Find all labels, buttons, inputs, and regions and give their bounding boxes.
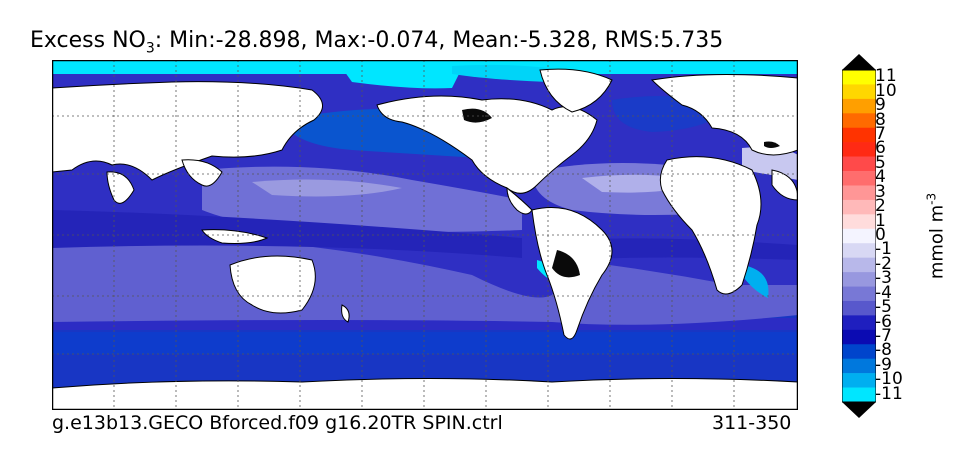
colorbar-swatch (842, 156, 876, 172)
colorbar-swatch (842, 171, 876, 186)
colorbar-tick-label: 9 (875, 95, 886, 116)
colorbar-swatch (842, 315, 876, 331)
colorbar-swatch (842, 214, 876, 230)
eurasia-east (650, 73, 798, 156)
colorbar-tick-label: 1 (875, 210, 886, 231)
arctic-cyan-patch (342, 63, 462, 89)
colorbar-tick-label: -6 (875, 311, 892, 332)
colorbar-swatch (842, 257, 876, 273)
graticule (52, 60, 798, 410)
colorbar-swatch (842, 127, 876, 143)
colorbar-swatch (842, 286, 876, 302)
deep-south-band (52, 332, 798, 354)
colorbar-swatch (842, 70, 876, 85)
colorbar (842, 54, 876, 418)
colorbar-tick-label: 6 (875, 138, 886, 159)
colorbar-tick-label: -9 (875, 354, 892, 375)
colorbar-tick-label: -7 (875, 326, 892, 347)
colorbar-tick-label: -10 (875, 369, 903, 390)
colorbar-tick-label: -4 (875, 282, 892, 303)
central-america (506, 186, 533, 215)
map-panel (51, 59, 799, 411)
colorbar-tick-label: -5 (875, 297, 892, 318)
colorbar-tick-label: 0 (875, 225, 886, 245)
world-map (51, 59, 799, 411)
colorbar-tick-label: 7 (875, 123, 886, 144)
colorbar-under-arrow (842, 402, 876, 418)
colorbar-swatch (842, 113, 876, 129)
colorbar-swatch (842, 387, 876, 403)
colorbar-swatch (842, 300, 876, 316)
footer-years: 311-350 (712, 412, 792, 434)
indonesia (201, 229, 269, 244)
colorbar-swatch (842, 344, 876, 359)
colorbar-swatch (842, 358, 876, 374)
colorbar-tick-label: 2 (875, 196, 886, 217)
colorbar-swatch (842, 228, 876, 244)
eurasia-west (52, 81, 323, 181)
colorbar-tick-label: -2 (875, 253, 892, 274)
colorbar-tick-label: -11 (875, 383, 903, 404)
subtropical-south-pacific (52, 236, 798, 325)
colorbar-tick-label: 10 (875, 80, 897, 101)
colorbar-swatch (842, 272, 876, 287)
colorbar-tick-label: -3 (875, 268, 892, 289)
map-title: Excess NO3: Min:-28.898, Max:-0.074, Mea… (30, 28, 724, 57)
colorbar-swatch (842, 98, 876, 114)
colorbar-tick-label: 4 (875, 167, 886, 188)
colorbar-swatch (842, 199, 876, 215)
colorbar-swatch (842, 329, 876, 345)
colorbar-swatch (842, 243, 876, 258)
colorbar-tick-label: 8 (875, 109, 886, 130)
colorbar-swatch (842, 185, 876, 201)
greenland (539, 68, 613, 113)
south-atlantic-upwelling (742, 265, 769, 298)
colorbar-tick-label: 11 (875, 66, 897, 87)
north-america (376, 95, 598, 194)
colorbar-tick-label: 5 (875, 152, 886, 173)
amazon-black (552, 250, 580, 278)
southeast-asia (181, 159, 223, 187)
australia (229, 255, 316, 314)
colorbar-tick-label: -1 (875, 239, 892, 260)
footer-run-name: g.e13b13.GECO Bforced.f09 g16.20TR SPIN.… (52, 412, 503, 434)
colorbar-swatch (842, 142, 876, 157)
colorbar-swatch (842, 373, 876, 388)
colorbar-tick-label: 3 (875, 181, 886, 202)
africa (659, 156, 762, 295)
hudson-bay (462, 108, 492, 123)
antarctica (52, 378, 798, 410)
colorbar-swatch (842, 84, 876, 100)
colorbar-unit: mmol m-3 (924, 192, 948, 280)
colorbar-over-arrow (842, 54, 876, 70)
colorbar-tick-label: -8 (875, 340, 892, 361)
black-sea (764, 141, 780, 148)
north-pacific-inner (252, 179, 402, 197)
equatorial-band (52, 210, 522, 258)
mediterranean-region (742, 147, 798, 180)
new-zealand (341, 304, 350, 323)
